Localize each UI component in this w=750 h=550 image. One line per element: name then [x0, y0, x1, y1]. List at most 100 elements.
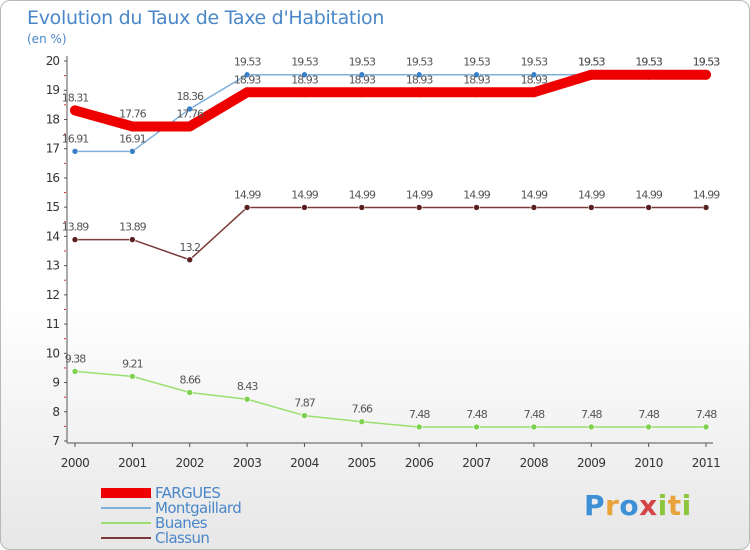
logo-letter: r — [605, 489, 620, 522]
x-tick-label: 2008 — [520, 456, 549, 470]
data-point-buanes — [473, 423, 480, 431]
y-tick-label: 10 — [46, 346, 60, 360]
data-point-montgaillard — [473, 71, 480, 79]
data-label-fargues: 18.31 — [62, 91, 89, 104]
y-tick-label: 11 — [46, 317, 60, 331]
y-tick-label: 18 — [46, 112, 60, 126]
data-label-buanes: 7.48 — [638, 408, 659, 421]
y-tick-label: 17 — [46, 142, 60, 156]
data-point-montgaillard — [415, 71, 423, 79]
data-point-montgaillard — [71, 148, 79, 155]
data-point-classun — [473, 204, 480, 211]
data-label-buanes: 7.66 — [352, 403, 373, 416]
data-label-montgaillard: 18.36 — [176, 90, 203, 103]
data-label-fargues: 18.93 — [463, 73, 490, 86]
data-point-classun — [186, 256, 194, 264]
legend-item-buanes: Buanes — [101, 514, 361, 532]
data-point-montgaillard — [243, 71, 251, 79]
logo-letter: o — [619, 489, 640, 522]
data-label-fargues: 19.53 — [635, 56, 662, 69]
legend-label: Classun — [155, 529, 210, 547]
data-label-fargues: 17.76 — [119, 107, 146, 120]
y-tick-label: 16 — [46, 171, 60, 185]
data-point-buanes — [702, 423, 710, 431]
data-label-buanes: 8.66 — [179, 373, 200, 386]
x-tick-label: 2000 — [61, 456, 90, 470]
data-point-fargues — [356, 87, 367, 98]
data-label-fargues: 18.93 — [349, 73, 376, 86]
data-point-buanes — [587, 423, 595, 431]
data-label-montgaillard: 16.91 — [62, 132, 89, 145]
data-point-montgaillard — [129, 148, 136, 155]
data-point-classun — [587, 204, 595, 211]
data-point-buanes — [645, 423, 652, 431]
y-tick-label: 9 — [52, 376, 59, 390]
data-label-montgaillard: 19.53 — [406, 56, 433, 69]
data-label-fargues: 18.93 — [234, 73, 261, 86]
data-label-buanes: 7.48 — [696, 408, 717, 421]
logo-letter: t — [667, 489, 682, 522]
data-label-classun: 14.99 — [463, 188, 490, 201]
y-tick-label: 14 — [46, 229, 60, 243]
data-label-fargues: 18.93 — [406, 73, 433, 86]
y-tick-label: 12 — [46, 288, 60, 302]
data-point-classun — [530, 204, 538, 211]
data-point-fargues — [127, 121, 138, 132]
data-point-buanes — [186, 389, 194, 396]
data-point-montgaillard — [301, 71, 308, 79]
data-point-classun — [243, 204, 251, 211]
y-tick-label: 7 — [52, 434, 59, 448]
legend-label: Buanes — [155, 514, 208, 532]
x-tick-label: 2001 — [118, 456, 147, 470]
data-label-montgaillard: 16.91 — [119, 132, 146, 145]
data-label-classun: 13.2 — [179, 241, 200, 254]
data-label-classun: 14.99 — [635, 188, 662, 201]
data-point-fargues — [414, 87, 425, 98]
legend-label: Montgaillard — [155, 499, 242, 517]
data-point-buanes — [243, 395, 251, 403]
data-label-classun: 14.99 — [406, 188, 433, 201]
x-tick-label: 2011 — [692, 456, 721, 470]
data-point-buanes — [301, 412, 308, 419]
data-point-classun — [645, 204, 652, 211]
x-tick-label: 2004 — [290, 456, 319, 470]
y-tick-label: 13 — [46, 259, 60, 273]
x-tick-label: 2007 — [462, 456, 491, 470]
data-point-montgaillard — [186, 105, 194, 113]
y-tick-label: 19 — [46, 83, 60, 97]
x-tick-label: 2002 — [175, 456, 204, 470]
data-label-montgaillard: 19.53 — [521, 56, 548, 69]
x-tick-label: 2005 — [348, 456, 377, 470]
data-label-fargues: 18.93 — [521, 73, 548, 86]
data-label-buanes: 8.43 — [237, 380, 258, 393]
data-point-fargues — [184, 121, 195, 132]
data-point-classun — [301, 204, 308, 211]
data-label-buanes: 7.87 — [294, 397, 315, 410]
data-label-fargues: 19.53 — [693, 56, 720, 69]
data-point-fargues — [242, 87, 253, 98]
data-point-montgaillard — [530, 71, 538, 79]
data-label-classun: 14.99 — [578, 188, 605, 201]
data-point-fargues — [528, 87, 539, 98]
data-label-buanes: 7.48 — [524, 408, 545, 421]
data-point-buanes — [530, 423, 538, 431]
data-label-classun: 14.99 — [291, 188, 318, 201]
data-point-fargues — [70, 105, 80, 116]
data-label-fargues: 17.76 — [176, 107, 203, 120]
data-point-fargues — [643, 69, 654, 80]
data-point-classun — [71, 236, 79, 243]
data-label-montgaillard: 19.53 — [635, 56, 662, 69]
data-label-montgaillard: 19.53 — [463, 56, 490, 69]
data-point-fargues — [471, 87, 482, 98]
legend-swatch — [101, 488, 151, 498]
data-label-montgaillard: 19.53 — [578, 56, 605, 69]
proxiti-logo: Proxiti — [584, 489, 692, 522]
data-label-classun: 13.89 — [119, 221, 146, 234]
data-label-buanes: 9.21 — [122, 357, 143, 370]
data-label-buanes: 9.38 — [65, 352, 86, 365]
x-tick-label: 2009 — [577, 456, 606, 470]
data-label-buanes: 7.48 — [466, 408, 487, 421]
data-label-classun: 14.99 — [234, 188, 261, 201]
logo-letter: P — [584, 489, 606, 522]
